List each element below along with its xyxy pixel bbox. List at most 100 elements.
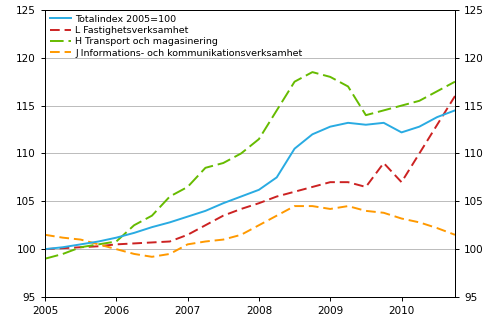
Totalindex 2005=100	[310, 132, 316, 136]
J Informations- och kommunikationsverksamhet	[398, 216, 404, 220]
Totalindex 2005=100	[345, 121, 351, 125]
J Informations- och kommunikationsverksamhet	[345, 204, 351, 208]
L Fastighetsverksamhet	[114, 242, 119, 246]
H Transport och magasinering	[149, 214, 155, 218]
Totalindex 2005=100	[363, 123, 369, 127]
J Informations- och kommunikationsverksamhet	[292, 204, 298, 208]
H Transport och magasinering	[380, 108, 386, 112]
Legend: Totalindex 2005=100, L Fastighetsverksamhet, H Transport och magasinering, J Inf: Totalindex 2005=100, L Fastighetsverksam…	[48, 13, 304, 60]
L Fastighetsverksamhet	[238, 207, 244, 211]
H Transport och magasinering	[60, 252, 66, 256]
J Informations- och kommunikationsverksamhet	[327, 207, 333, 211]
L Fastighetsverksamhet	[363, 185, 369, 189]
L Fastighetsverksamhet	[434, 123, 440, 127]
J Informations- och kommunikationsverksamhet	[220, 238, 226, 242]
L Fastighetsverksamhet	[292, 190, 298, 194]
J Informations- och kommunikationsverksamhet	[238, 233, 244, 237]
L Fastighetsverksamhet	[131, 242, 137, 246]
J Informations- och kommunikationsverksamhet	[149, 255, 155, 259]
L Fastighetsverksamhet	[310, 185, 316, 189]
L Fastighetsverksamhet	[96, 244, 102, 248]
J Informations- och kommunikationsverksamhet	[167, 252, 173, 256]
Totalindex 2005=100	[274, 176, 280, 180]
H Transport och magasinering	[274, 108, 280, 112]
Line: L Fastighetsverksamhet: L Fastighetsverksamhet	[45, 96, 455, 249]
J Informations- och kommunikationsverksamhet	[131, 252, 137, 256]
H Transport och magasinering	[292, 80, 298, 83]
Totalindex 2005=100	[131, 231, 137, 235]
H Transport och magasinering	[310, 70, 316, 74]
H Transport och magasinering	[96, 242, 102, 246]
Totalindex 2005=100	[416, 125, 422, 129]
Line: J Informations- och kommunikationsverksamhet: J Informations- och kommunikationsverksa…	[45, 206, 455, 257]
L Fastighetsverksamhet	[149, 241, 155, 245]
J Informations- och kommunikationsverksamhet	[256, 223, 262, 227]
Totalindex 2005=100	[96, 240, 102, 244]
L Fastighetsverksamhet	[345, 180, 351, 184]
Totalindex 2005=100	[60, 245, 66, 249]
H Transport och magasinering	[78, 245, 84, 249]
H Transport och magasinering	[220, 161, 226, 165]
L Fastighetsverksamhet	[327, 180, 333, 184]
J Informations- och kommunikationsverksamhet	[310, 204, 316, 208]
L Fastighetsverksamhet	[416, 151, 422, 155]
J Informations- och kommunikationsverksamhet	[96, 242, 102, 246]
L Fastighetsverksamhet	[452, 94, 458, 98]
H Transport och magasinering	[238, 151, 244, 155]
L Fastighetsverksamhet	[184, 233, 190, 237]
H Transport och magasinering	[345, 84, 351, 88]
L Fastighetsverksamhet	[42, 247, 48, 251]
J Informations- och kommunikationsverksamhet	[434, 226, 440, 230]
H Transport och magasinering	[256, 137, 262, 141]
J Informations- och kommunikationsverksamhet	[114, 247, 119, 251]
Line: Totalindex 2005=100: Totalindex 2005=100	[45, 110, 455, 249]
J Informations- och kommunikationsverksamhet	[452, 233, 458, 237]
Totalindex 2005=100	[114, 236, 119, 240]
Line: H Transport och magasinering: H Transport och magasinering	[45, 72, 455, 259]
L Fastighetsverksamhet	[78, 245, 84, 249]
H Transport och magasinering	[131, 223, 137, 227]
Totalindex 2005=100	[327, 125, 333, 129]
H Transport och magasinering	[416, 99, 422, 103]
L Fastighetsverksamhet	[398, 180, 404, 184]
Totalindex 2005=100	[380, 121, 386, 125]
J Informations- och kommunikationsverksamhet	[416, 220, 422, 224]
L Fastighetsverksamhet	[274, 194, 280, 198]
H Transport och magasinering	[398, 104, 404, 108]
L Fastighetsverksamhet	[167, 240, 173, 244]
J Informations- och kommunikationsverksamhet	[42, 233, 48, 237]
J Informations- och kommunikationsverksamhet	[274, 214, 280, 218]
J Informations- och kommunikationsverksamhet	[380, 211, 386, 215]
L Fastighetsverksamhet	[380, 161, 386, 165]
Totalindex 2005=100	[452, 108, 458, 112]
Totalindex 2005=100	[434, 115, 440, 119]
J Informations- och kommunikationsverksamhet	[184, 242, 190, 246]
H Transport och magasinering	[202, 166, 208, 170]
Totalindex 2005=100	[184, 214, 190, 218]
Totalindex 2005=100	[78, 242, 84, 246]
Totalindex 2005=100	[202, 209, 208, 213]
Totalindex 2005=100	[238, 194, 244, 198]
H Transport och magasinering	[434, 89, 440, 93]
L Fastighetsverksamhet	[202, 223, 208, 227]
Totalindex 2005=100	[167, 220, 173, 224]
H Transport och magasinering	[167, 194, 173, 198]
J Informations- och kommunikationsverksamhet	[78, 238, 84, 242]
Totalindex 2005=100	[220, 201, 226, 205]
Totalindex 2005=100	[149, 225, 155, 229]
H Transport och magasinering	[42, 257, 48, 261]
H Transport och magasinering	[114, 240, 119, 244]
Totalindex 2005=100	[256, 188, 262, 192]
Totalindex 2005=100	[292, 147, 298, 150]
L Fastighetsverksamhet	[220, 214, 226, 218]
L Fastighetsverksamhet	[60, 246, 66, 250]
H Transport och magasinering	[363, 113, 369, 117]
Totalindex 2005=100	[42, 247, 48, 251]
L Fastighetsverksamhet	[256, 201, 262, 205]
H Transport och magasinering	[327, 75, 333, 79]
H Transport och magasinering	[184, 185, 190, 189]
J Informations- och kommunikationsverksamhet	[363, 209, 369, 213]
Totalindex 2005=100	[398, 130, 404, 134]
J Informations- och kommunikationsverksamhet	[60, 236, 66, 240]
J Informations- och kommunikationsverksamhet	[202, 240, 208, 244]
